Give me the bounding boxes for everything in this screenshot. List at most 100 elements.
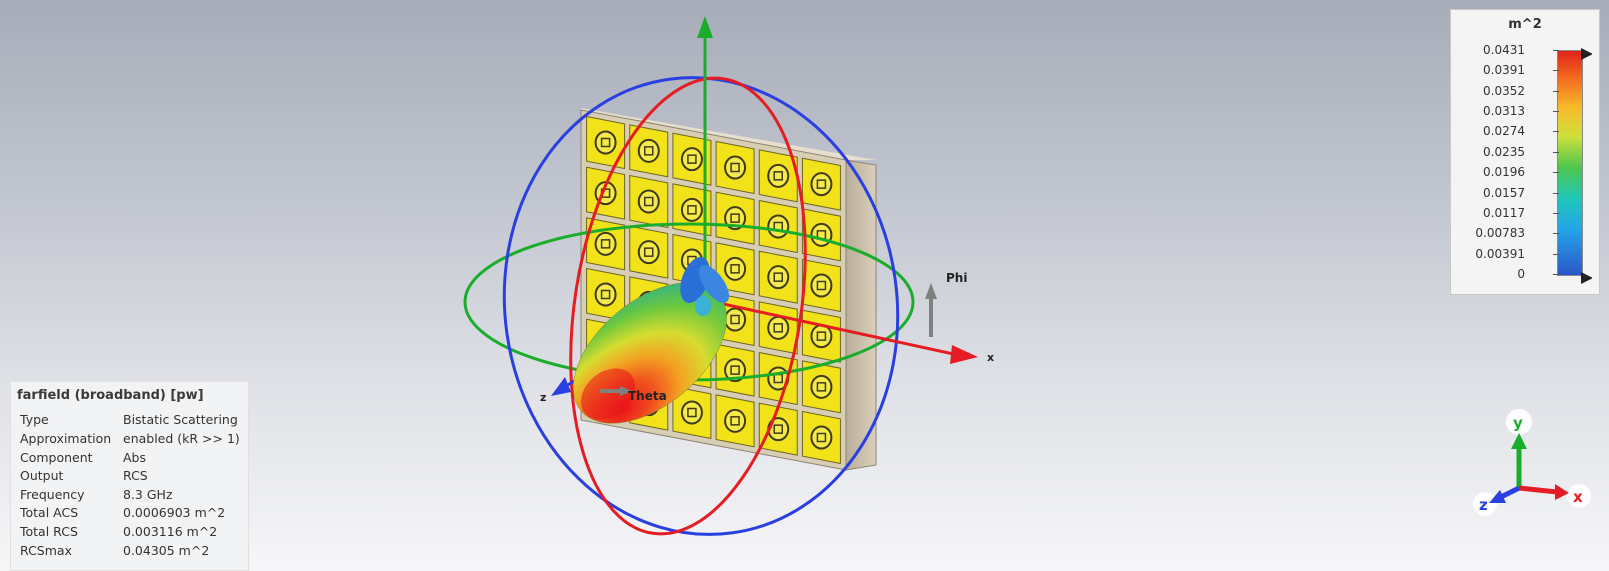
- unit-cell-ring: [767, 163, 790, 188]
- legend-tick-label: 0.0157: [1483, 185, 1525, 200]
- unit-cell-core: [644, 196, 654, 207]
- legend-tick-label: 0.0235: [1483, 144, 1525, 159]
- legend-tick-label: 0.0117: [1483, 205, 1525, 220]
- legend-tick-mark: [1553, 111, 1559, 113]
- unit-cell-ring: [767, 214, 790, 239]
- legend-tick-label: 0: [1517, 267, 1525, 281]
- legend-markers[interactable]: [1548, 46, 1592, 286]
- theta-ring-blue: [502, 76, 900, 536]
- x-axis-label: x: [987, 351, 994, 364]
- unit-cell-core: [687, 154, 697, 164]
- legend-tick-mark: [1553, 253, 1559, 255]
- legend-tick-mark: [1553, 192, 1559, 194]
- unit-cell-ring: [724, 307, 747, 332]
- unit-cell-ring: [810, 172, 833, 197]
- unit-cell-ring: [680, 147, 703, 172]
- legend-tick-label: 0.00391: [1475, 246, 1525, 261]
- info-row-total-acs: Total ACS 0.0006903 m^2: [20, 505, 226, 520]
- legend-color-bar: [1557, 50, 1583, 276]
- unit-cell-ring: [724, 256, 747, 281]
- unit-cell-ring: [810, 374, 833, 399]
- unit-cell-core: [816, 331, 827, 341]
- legend-min-marker: [1581, 272, 1592, 284]
- x-axis-line: [704, 298, 959, 357]
- unit-cell-ring: [724, 206, 747, 231]
- legend-ticks: 0.0431 0.0391 0.0352 0.0313 0.0274 0.0235 0.01…: [1475, 43, 1583, 281]
- triad-x-label: x: [1573, 488, 1583, 506]
- unit-cell-ring: [637, 138, 660, 163]
- legend-tick-label: 0.0196: [1483, 165, 1525, 180]
- legend-tick-mark: [1553, 212, 1559, 214]
- z-axis-label: z: [540, 391, 546, 404]
- rcs-main-lobe[interactable]: [548, 255, 753, 450]
- unit-cell-core: [730, 365, 740, 375]
- info-row-approximation: Approximation enabled (kR >> 1): [20, 431, 240, 446]
- unit-cell-ring: [594, 130, 617, 155]
- unit-cell-core: [816, 280, 827, 291]
- info-row-rcsmax: RCSmax 0.04305 m^2: [20, 543, 210, 558]
- unit-cell-core: [816, 432, 827, 443]
- unit-cell-ring: [594, 282, 617, 307]
- unit-cell-core: [773, 323, 783, 333]
- unit-cell-ring: [724, 155, 747, 180]
- theta-ring-red: [569, 76, 807, 536]
- legend-tick-mark: [1553, 172, 1559, 174]
- legend-tick-mark: [1553, 233, 1559, 235]
- unit-cell-core: [816, 179, 827, 189]
- triad-z-label: z: [1479, 496, 1488, 514]
- legend-unit: m^2: [1508, 17, 1542, 32]
- info-title: farfield (broadband) [pw]: [17, 388, 204, 403]
- legend-tick-mark: [1553, 274, 1559, 275]
- unit-cell-core: [644, 247, 654, 257]
- legend-tick-label: 0.00783: [1475, 226, 1525, 241]
- unit-cell-ring: [637, 189, 660, 214]
- unit-cell-core: [773, 171, 783, 181]
- unit-cell-ring: [594, 231, 617, 256]
- legend-tick-label: 0.0352: [1483, 83, 1525, 98]
- y-axis-arrow: [697, 16, 713, 38]
- orientation-triad: y x z: [1473, 409, 1591, 516]
- unit-cell-core: [773, 272, 783, 282]
- legend-tick-label: 0.0274: [1483, 124, 1525, 139]
- info-row-frequency: Frequency 8.3 GHz: [20, 487, 173, 502]
- unit-cell-ring: [680, 400, 703, 425]
- unit-cell-ring: [810, 273, 833, 298]
- x-axis-arrow: [950, 345, 978, 364]
- unit-cell-ring: [810, 324, 833, 349]
- legend-tick-mark: [1553, 70, 1559, 72]
- rcs-side-lobes: [680, 257, 730, 316]
- info-row-total-rcs: Total RCS 0.003116 m^2: [20, 524, 218, 539]
- legend-max-marker: [1581, 48, 1592, 60]
- unit-cell-core: [730, 213, 740, 223]
- unit-cell-core: [600, 239, 611, 249]
- legend-tick-mark: [1553, 50, 1559, 51]
- legend-tick-label: 0.0431: [1483, 43, 1525, 57]
- unit-cell-core: [816, 382, 827, 392]
- unit-cell-ring: [810, 425, 833, 450]
- unit-cell-ring: [724, 408, 747, 433]
- unit-cell-core: [730, 162, 740, 173]
- unit-cell-core: [773, 424, 783, 434]
- legend-tick-mark: [1553, 90, 1559, 92]
- phi-label: Phi: [946, 271, 967, 285]
- unit-cell-ring: [680, 197, 703, 222]
- unit-cell-ring: [767, 315, 790, 340]
- info-row-output: Output RCS: [20, 468, 148, 483]
- legend-tick-label: 0.0313: [1483, 104, 1525, 119]
- theta-label: Theta: [628, 389, 667, 403]
- unit-cell-core: [730, 264, 740, 274]
- unit-cell-core: [600, 137, 611, 148]
- unit-cell-ring: [810, 222, 833, 247]
- unit-cell-core: [600, 289, 611, 300]
- unit-cell-core: [687, 205, 697, 215]
- unit-cell-core: [730, 416, 740, 426]
- unit-cell-ring: [637, 240, 660, 265]
- unit-cell-core: [644, 146, 654, 156]
- triad-y-label: y: [1513, 414, 1523, 432]
- legend-tick-mark: [1553, 151, 1559, 153]
- unit-cell-core: [730, 314, 740, 325]
- info-row-component: Component Abs: [20, 450, 146, 465]
- color-scale-legend: m^2 0.0431 0.0391 0.0352 0.0313 0.0274 0.0235…: [1450, 9, 1600, 295]
